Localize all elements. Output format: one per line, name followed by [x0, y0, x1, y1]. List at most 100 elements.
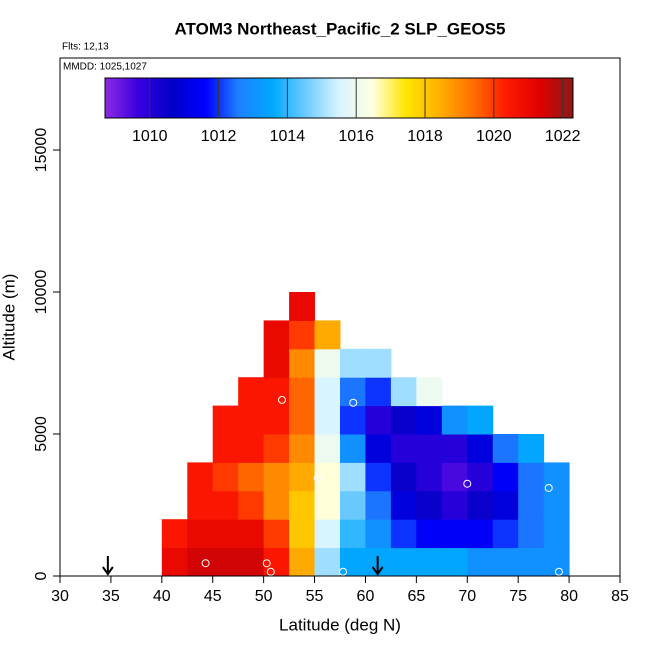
- flight-point: [339, 567, 348, 576]
- heat-cell: [212, 547, 239, 577]
- flight-point: [544, 483, 553, 492]
- heat-cell: [314, 320, 341, 350]
- heat-cell: [263, 462, 290, 492]
- heat-cell: [212, 462, 239, 492]
- heat-cell: [518, 490, 545, 520]
- heat-cell: [314, 547, 341, 577]
- heat-cell: [340, 348, 366, 378]
- heat-cell: [365, 405, 392, 435]
- heat-cell: [187, 490, 214, 520]
- flight-point: [153, 554, 162, 563]
- heat-cell: [340, 547, 366, 577]
- heat-cell: [441, 405, 468, 435]
- heat-cell: [518, 434, 545, 463]
- heat-cell: [289, 377, 316, 407]
- x-tick-label: 70: [458, 588, 476, 605]
- heat-cell: [467, 462, 494, 492]
- heat-cell: [543, 547, 570, 577]
- heat-cell: [390, 490, 417, 520]
- flight-point: [560, 451, 568, 460]
- flight-point: [262, 559, 271, 568]
- heat-cell: [390, 377, 417, 407]
- heat-cell: [492, 490, 519, 520]
- heat-cell: [390, 405, 417, 435]
- heat-cell: [467, 405, 494, 435]
- heat-cell: [289, 462, 316, 492]
- y-tick-label: 0: [33, 571, 50, 580]
- heat-cell: [340, 377, 366, 407]
- y-tick-label: 10000: [33, 270, 50, 315]
- heat-cell: [340, 434, 366, 463]
- heat-cell: [390, 434, 417, 463]
- arrow: [371, 556, 384, 576]
- heat-cell: [416, 519, 443, 549]
- heat-cell: [441, 490, 468, 520]
- x-tick-label: 65: [407, 588, 425, 605]
- heat-cell: [492, 434, 519, 463]
- heat-cell: [289, 292, 316, 321]
- heat-cell: [416, 434, 443, 463]
- heat-cell: [263, 434, 290, 463]
- x-tick-label: 35: [102, 588, 120, 605]
- x-axis-label: Latitude (deg N): [279, 615, 401, 634]
- heat-cell: [212, 490, 239, 520]
- heat-cell: [365, 490, 392, 520]
- heat-cell: [416, 462, 443, 492]
- heat-cell: [492, 519, 519, 549]
- heat-cell: [543, 462, 570, 492]
- flight-point: [153, 535, 162, 544]
- heat-cell: [340, 490, 366, 520]
- heat-cell: [161, 547, 188, 577]
- heat-cell: [314, 490, 341, 520]
- heat-cell: [263, 320, 290, 350]
- heat-cell: [518, 462, 545, 492]
- chart-title: ATOM3 Northeast_Pacific_2 SLP_GEOS5: [175, 19, 506, 38]
- flight-point: [349, 398, 358, 407]
- colorbar-tick-label: 1020: [476, 128, 512, 145]
- heat-cell: [263, 547, 290, 577]
- colorbar-tick-label: 1018: [407, 128, 443, 145]
- colorbar: [104, 77, 574, 119]
- y-axis-label: Altitude (m): [0, 274, 18, 361]
- heat-cell: [289, 405, 316, 435]
- heat-cell: [416, 490, 443, 520]
- flight-point: [277, 395, 286, 404]
- heat-cell: [365, 348, 392, 378]
- heat-cell: [543, 519, 570, 549]
- heat-cell: [340, 519, 366, 549]
- y-tick-label: 15000: [33, 128, 50, 173]
- x-tick-label: 75: [509, 588, 527, 605]
- heat-cell: [314, 377, 341, 407]
- heat-cell: [187, 519, 214, 549]
- heat-cell: [416, 547, 443, 577]
- heat-cell: [492, 547, 519, 577]
- heat-cell: [365, 462, 392, 492]
- y-tick-label: 5000: [33, 416, 50, 452]
- heat-cell: [289, 348, 316, 378]
- heat-cell: [263, 377, 290, 407]
- heat-cell: [263, 348, 290, 378]
- x-tick-label: 60: [357, 588, 375, 605]
- colorbar-tick-label: 1014: [270, 128, 306, 145]
- colorbar-tick-label: 1022: [545, 128, 581, 145]
- heat-cell: [340, 462, 366, 492]
- heat-cell: [416, 405, 443, 435]
- heat-cell: [238, 490, 265, 520]
- heat-cell: [212, 519, 239, 549]
- arrow: [102, 556, 114, 576]
- heat-cell: [365, 377, 392, 407]
- flight-point: [463, 479, 472, 488]
- x-tick-label: 30: [51, 588, 69, 605]
- heat-cell: [263, 519, 290, 549]
- heat-cell: [390, 519, 417, 549]
- heat-cell: [289, 547, 316, 577]
- heat-cell: [543, 490, 570, 520]
- heat-cell: [416, 377, 443, 407]
- flight-point: [153, 566, 162, 575]
- heat-cell: [467, 547, 494, 577]
- heat-cell: [289, 320, 316, 350]
- heat-cell: [390, 547, 417, 577]
- heat-cell: [289, 490, 316, 520]
- heat-cell: [441, 434, 468, 463]
